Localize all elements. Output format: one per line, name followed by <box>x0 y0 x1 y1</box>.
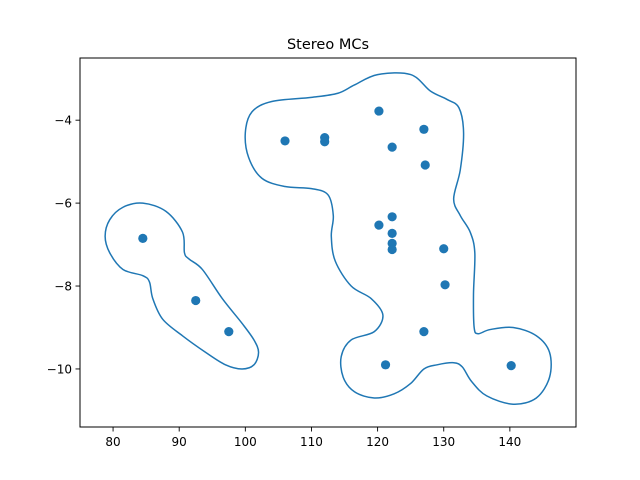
data-point-12 <box>374 220 384 230</box>
plot-frame <box>79 57 577 428</box>
x-tick-label: 90 <box>172 435 187 449</box>
data-point-6 <box>320 137 330 147</box>
contour-line-1 <box>104 202 260 370</box>
data-point-10 <box>420 160 430 170</box>
data-point-17 <box>440 280 450 290</box>
contour-group <box>104 72 552 405</box>
y-tick-label: −10 <box>47 362 72 376</box>
data-point-9 <box>419 124 429 134</box>
x-tick-label: 120 <box>366 435 389 449</box>
data-point-8 <box>387 142 397 152</box>
y-tick-label: −6 <box>54 196 72 210</box>
data-point-16 <box>439 244 449 254</box>
data-point-19 <box>380 360 391 370</box>
data-point-13 <box>387 228 397 238</box>
x-tick-label: 140 <box>498 435 521 449</box>
data-point-7 <box>374 106 384 116</box>
y-tick-label: −4 <box>54 113 72 127</box>
x-tick-label: 110 <box>300 435 323 449</box>
x-axis: 80 90 100 110 120 130 140 <box>105 427 521 449</box>
data-point-15 <box>387 244 397 255</box>
contour-line-2 <box>244 72 552 405</box>
y-tick-label: −8 <box>54 279 72 293</box>
data-point-3 <box>224 327 234 337</box>
x-tick-label: 130 <box>432 435 455 449</box>
data-point-18 <box>419 327 429 337</box>
y-axis: −4 −6 −8 −10 <box>47 113 80 376</box>
data-point-20 <box>506 361 516 371</box>
data-point-1 <box>138 233 148 243</box>
data-point-4 <box>280 136 290 146</box>
data-point-11 <box>387 212 397 222</box>
x-tick-label: 80 <box>105 435 120 449</box>
chart-title: Stereo MCs <box>287 37 369 53</box>
point-group <box>138 106 516 371</box>
data-point-2 <box>191 295 201 306</box>
x-tick-label: 100 <box>234 435 257 449</box>
